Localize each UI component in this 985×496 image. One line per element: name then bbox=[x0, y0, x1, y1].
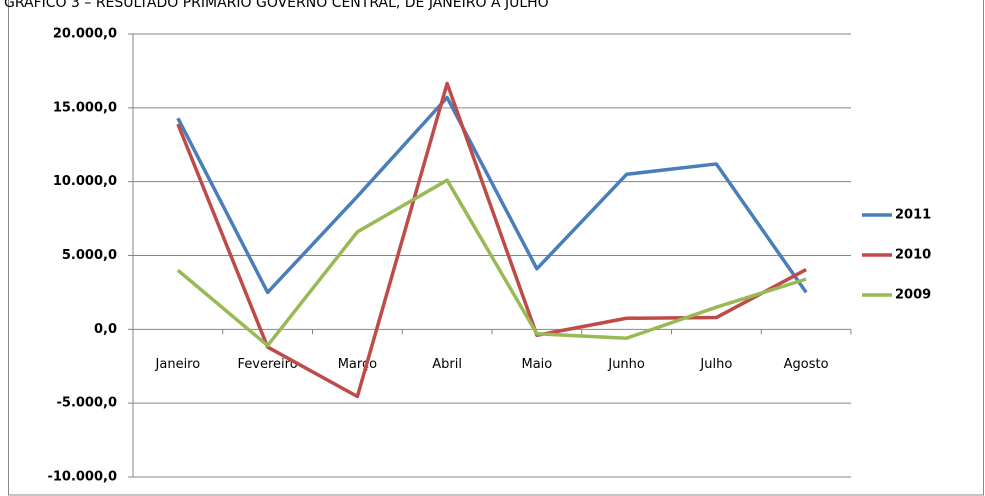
series-line bbox=[176, 95, 808, 295]
legend-label: 2009 bbox=[895, 288, 931, 303]
y-tick-label: 20.000,0 bbox=[53, 27, 117, 42]
x-tick-label: Fevereiro bbox=[238, 357, 298, 372]
legend-label: 2011 bbox=[895, 208, 931, 223]
y-tick-label: 15.000,0 bbox=[53, 100, 117, 115]
x-tick-label: Julho bbox=[699, 357, 732, 372]
y-tick-label: 0,0 bbox=[94, 322, 117, 337]
y-tick-label: -5.000,0 bbox=[57, 396, 118, 411]
y-tick-label: 10.000,0 bbox=[53, 174, 117, 189]
chart-title: GRÁFICO 3 – RESULTADO PRIMÁRIO GOVERNO C… bbox=[4, 0, 549, 11]
chart-frame bbox=[8, 0, 984, 496]
x-tick-label: Março bbox=[338, 357, 377, 372]
x-tick-label: Maio bbox=[522, 357, 553, 372]
x-tick-label: Abril bbox=[432, 357, 462, 372]
y-tick-label: 5.000,0 bbox=[62, 248, 117, 263]
legend-label: 2010 bbox=[895, 248, 931, 263]
series-line bbox=[176, 178, 807, 348]
x-tick-label: Janeiro bbox=[155, 357, 201, 372]
x-tick-label: Agosto bbox=[784, 357, 829, 372]
series-line bbox=[176, 81, 807, 399]
x-tick-label: Junho bbox=[607, 357, 645, 372]
y-tick-label: -10.000,0 bbox=[47, 470, 117, 485]
